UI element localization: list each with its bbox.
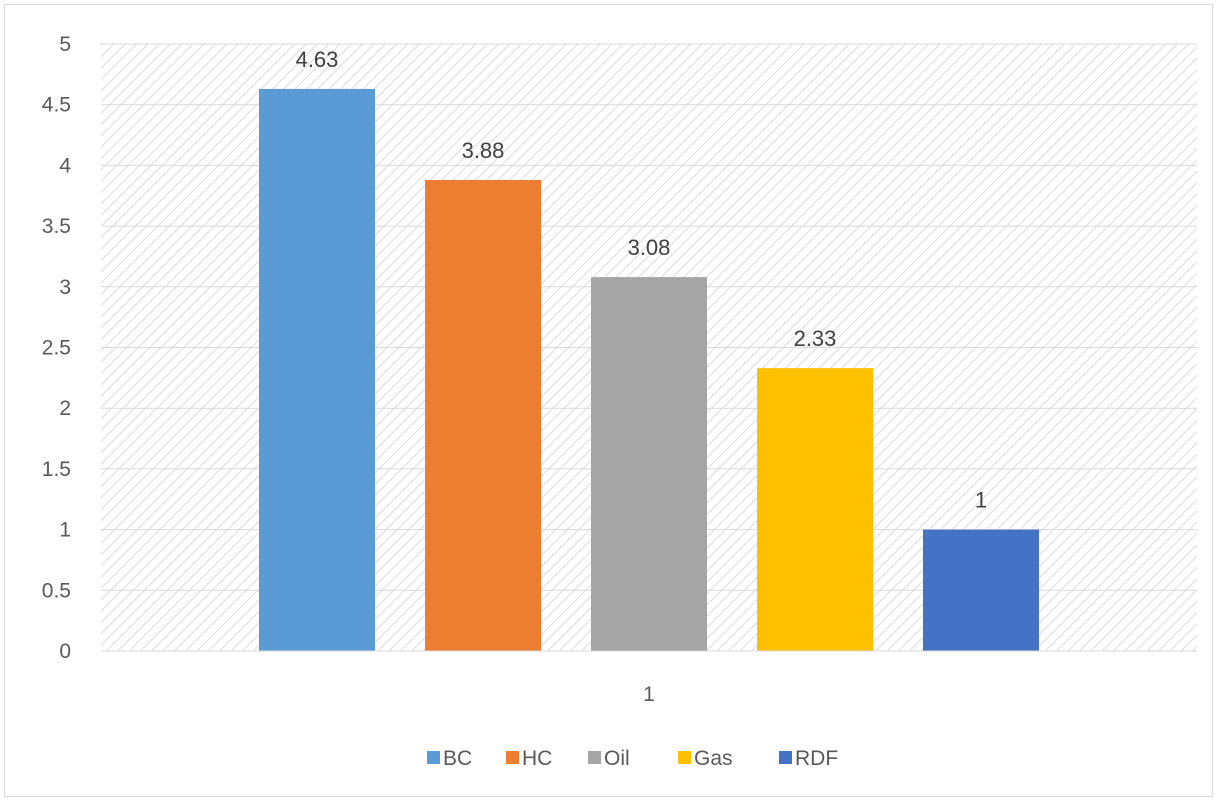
bar-gas — [757, 368, 873, 651]
legend-label: Oil — [604, 747, 630, 770]
legend-item-rdf: RDF — [779, 747, 838, 770]
data-label-rdf: 1 — [975, 488, 987, 513]
legend-item-oil: Oil — [588, 747, 630, 770]
y-tick-label: 5 — [59, 33, 71, 56]
legend-swatch — [506, 751, 519, 764]
x-tick-label: 1 — [643, 683, 655, 706]
data-label-gas: 2.33 — [794, 326, 837, 351]
legend: BC HC Oil Gas RDF — [427, 747, 838, 770]
bar-chart: 00.511.522.533.544.55 4.633.883.082.331 … — [42, 33, 1197, 770]
bar-bc — [259, 88, 375, 652]
bar-hc — [425, 179, 541, 651]
legend-item-hc: HC — [506, 747, 552, 770]
data-label-hc: 3.88 — [462, 138, 505, 163]
legend-label: Gas — [694, 747, 733, 770]
legend-item-gas: Gas — [678, 747, 733, 770]
y-tick-label: 2 — [59, 397, 71, 420]
y-tick-label: 2.5 — [42, 337, 71, 360]
data-label-oil: 3.08 — [628, 235, 671, 260]
legend-label: BC — [443, 747, 472, 770]
y-tick-label: 1 — [59, 519, 71, 542]
legend-label: RDF — [795, 747, 838, 770]
data-label-bc: 4.63 — [296, 47, 339, 72]
chart-frame: 0 0.5 1 1.5 2 2.5 3 3.5 4 4.5 5 4.63 3.88 3.08 2.33 1 … — [4, 4, 1213, 797]
legend-item-bc: BC — [427, 747, 472, 770]
y-tick-label: 3.5 — [42, 215, 71, 238]
bar-rdf — [923, 529, 1039, 651]
y-axis: 0 0.5 1 1.5 2 2.5 3 3.5 4 4.5 5 — [42, 33, 72, 663]
y-tick-label: 0.5 — [42, 579, 71, 602]
y-tick-label: 1.5 — [42, 458, 71, 481]
data-labels: 4.63 3.88 3.08 2.33 1 — [296, 47, 988, 513]
y-tick-label: 4.5 — [42, 94, 71, 117]
legend-swatch — [779, 751, 792, 764]
legend-swatch — [427, 751, 440, 764]
bars — [259, 88, 1039, 652]
legend-swatch — [678, 751, 691, 764]
bar-oil — [591, 277, 707, 651]
legend-swatch — [588, 751, 601, 764]
y-tick-label: 0 — [59, 640, 71, 663]
y-tick-label: 4 — [59, 154, 71, 177]
x-axis: 1 — [101, 650, 1197, 706]
legend-label: HC — [522, 747, 552, 770]
y-tick-label: 3 — [59, 276, 71, 299]
